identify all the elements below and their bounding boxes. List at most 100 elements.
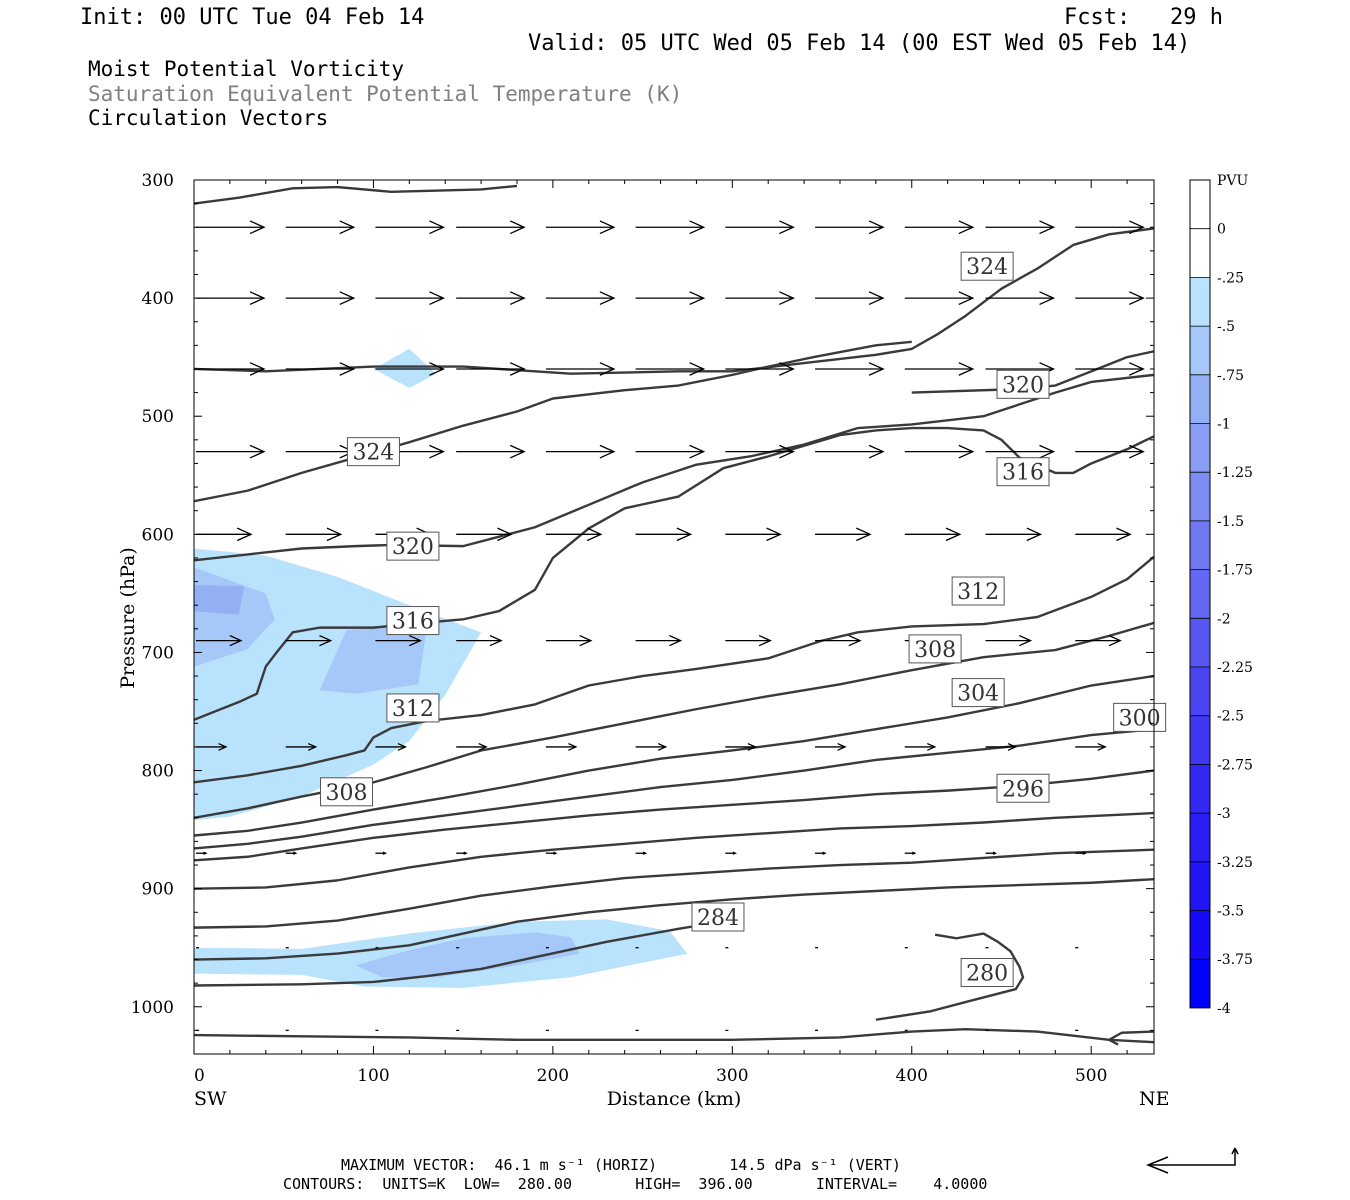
x-tick-label-2: 200: [537, 1066, 569, 1086]
y-tick-label-4: 700: [142, 643, 174, 663]
circulation-vector-4-5: [635, 527, 693, 542]
colorbar-swatch-3: [1190, 326, 1210, 375]
circulation-vector-2-4: [545, 362, 616, 376]
circulation-vector-3-10: [1075, 444, 1145, 459]
circulation-vector-0-2: [375, 220, 446, 235]
colorbar-label-6: -1.5: [1217, 514, 1244, 530]
theta-contour-320-4: [194, 373, 1154, 562]
theta-contour-280-15: [875, 932, 1025, 1021]
circulation-vector-1-5: [635, 291, 706, 306]
circulation-vector-5-2: [375, 634, 423, 647]
circulation-vector-1-3: [456, 291, 526, 306]
circulation-vector-1-4: [545, 291, 616, 306]
contour-label-1: 320: [996, 369, 1050, 399]
circulation-vector-7-4: [545, 851, 558, 855]
circulation-vector-6-7: [815, 742, 847, 751]
circulation-vector-6-6: [725, 742, 757, 751]
circulation-vector-5-9: [985, 634, 1033, 647]
svg-text:320: 320: [1002, 373, 1044, 398]
circulation-vector-6-8: [904, 742, 937, 751]
y-tick-label-3: 600: [142, 525, 174, 545]
contour-label-14: 280: [960, 958, 1014, 988]
colorbar-frame: [1189, 179, 1211, 1009]
circulation-vector-7-0: [196, 851, 208, 855]
colorbar-swatch-9: [1190, 618, 1210, 667]
colorbar-swatch-7: [1190, 520, 1210, 570]
circulation-vector-0-7: [815, 220, 885, 235]
circulation-vector-3-7: [815, 444, 885, 459]
colorbar-label-3: -.75: [1217, 368, 1244, 384]
colorbar-swatch-16: [1190, 959, 1210, 1008]
circulation-vector-1-1: [285, 291, 356, 306]
theta-contour-324-1: [194, 227, 1154, 375]
colorbar-label-13: -3.25: [1217, 855, 1253, 871]
circulation-vector-7-2: [375, 851, 388, 855]
vector-layer: [196, 220, 1145, 1032]
contour-label-6: 316: [386, 606, 440, 636]
circulation-vector-5-5: [635, 634, 683, 647]
circulation-vector-0-3: [456, 220, 526, 235]
theta-contour-312-6: [194, 555, 1154, 784]
svg-text:312: 312: [392, 697, 434, 722]
circulation-vector-1-6: [725, 291, 795, 306]
circulation-vector-7-9: [985, 851, 998, 855]
circulation-vector-0-5: [635, 220, 706, 235]
circulation-vector-3-4: [545, 444, 616, 459]
circulation-vector-3-9: [985, 444, 1056, 459]
forecast-hour-label: Fcst: 29 h: [1064, 5, 1223, 30]
svg-text:324: 324: [352, 441, 394, 466]
y-tick-label-6: 900: [142, 880, 174, 900]
circulation-vector-2-7: [815, 362, 885, 376]
circulation-vector-2-6: [725, 362, 795, 376]
colorbar-label-12: -3: [1217, 806, 1231, 822]
circulation-vector-5-6: [725, 634, 772, 647]
circulation-vector-7-6: [725, 851, 737, 855]
circulation-vector-6-4: [545, 742, 578, 751]
title-circulation-vectors: Circulation Vectors: [88, 106, 329, 130]
svg-text:308: 308: [326, 781, 368, 806]
plot-frame: [193, 179, 1155, 1055]
circulation-vector-3-5: [635, 444, 706, 459]
contour-info-label: CONTOURS: UNITS=K LOW= 280.00 HIGH= 396.…: [283, 1175, 988, 1193]
circulation-vector-5-0: [196, 634, 243, 647]
colorbar-label-14: -3.5: [1217, 904, 1244, 920]
svg-text:308: 308: [914, 638, 956, 663]
pv-region-5: [355, 932, 580, 978]
pv-shading-layer: [194, 348, 688, 988]
circulation-vector-0-4: [545, 220, 616, 235]
circulation-vector-3-6: [725, 444, 795, 459]
colorbar-swatch-4: [1190, 374, 1210, 424]
y-tick-label-5: 800: [142, 762, 174, 782]
circulation-vector-6-1: [285, 742, 318, 751]
circulation-vector-7-3: [456, 851, 468, 855]
svg-text:324: 324: [966, 255, 1008, 280]
circulation-vector-2-0: [196, 362, 266, 376]
colorbar-swatch-14: [1190, 861, 1210, 911]
x-tick-label-5: 500: [1075, 1066, 1107, 1086]
circulation-vector-3-8: [904, 444, 975, 459]
svg-text:280: 280: [966, 962, 1008, 987]
circulation-vector-4-9: [985, 527, 1043, 542]
colorbar-label-15: -3.75: [1217, 952, 1253, 968]
contour-label-8: 304: [951, 678, 1005, 708]
circulation-vector-7-5: [635, 851, 648, 855]
circulation-vector-4-4: [545, 527, 603, 542]
circulation-vector-1-9: [985, 291, 1056, 306]
circulation-vector-4-0: [196, 527, 253, 542]
sw-end-label: SW: [194, 1088, 227, 1110]
circulation-vector-2-5: [635, 362, 706, 376]
colorbar-swatch-12: [1190, 764, 1210, 814]
circulation-vector-0-6: [725, 220, 795, 235]
colorbar-label-9: -2.25: [1217, 660, 1253, 676]
svg-text:312: 312: [957, 580, 999, 605]
svg-text:320: 320: [392, 535, 434, 560]
colorbar-swatch-5: [1190, 423, 1210, 473]
circulation-vector-0-1: [285, 220, 356, 235]
title-saturation-theta-e: Saturation Equivalent Potential Temperat…: [88, 82, 683, 106]
x-tick-label-4: 400: [896, 1066, 928, 1086]
circulation-vector-3-0: [196, 444, 266, 459]
contour-label-3: 316: [996, 457, 1050, 487]
y-axis-title: Pressure (hPa): [117, 547, 139, 689]
axis-layer: 0 100 200 300 400 500 300 400 500 600 700 800 900 100…: [131, 171, 1154, 1086]
